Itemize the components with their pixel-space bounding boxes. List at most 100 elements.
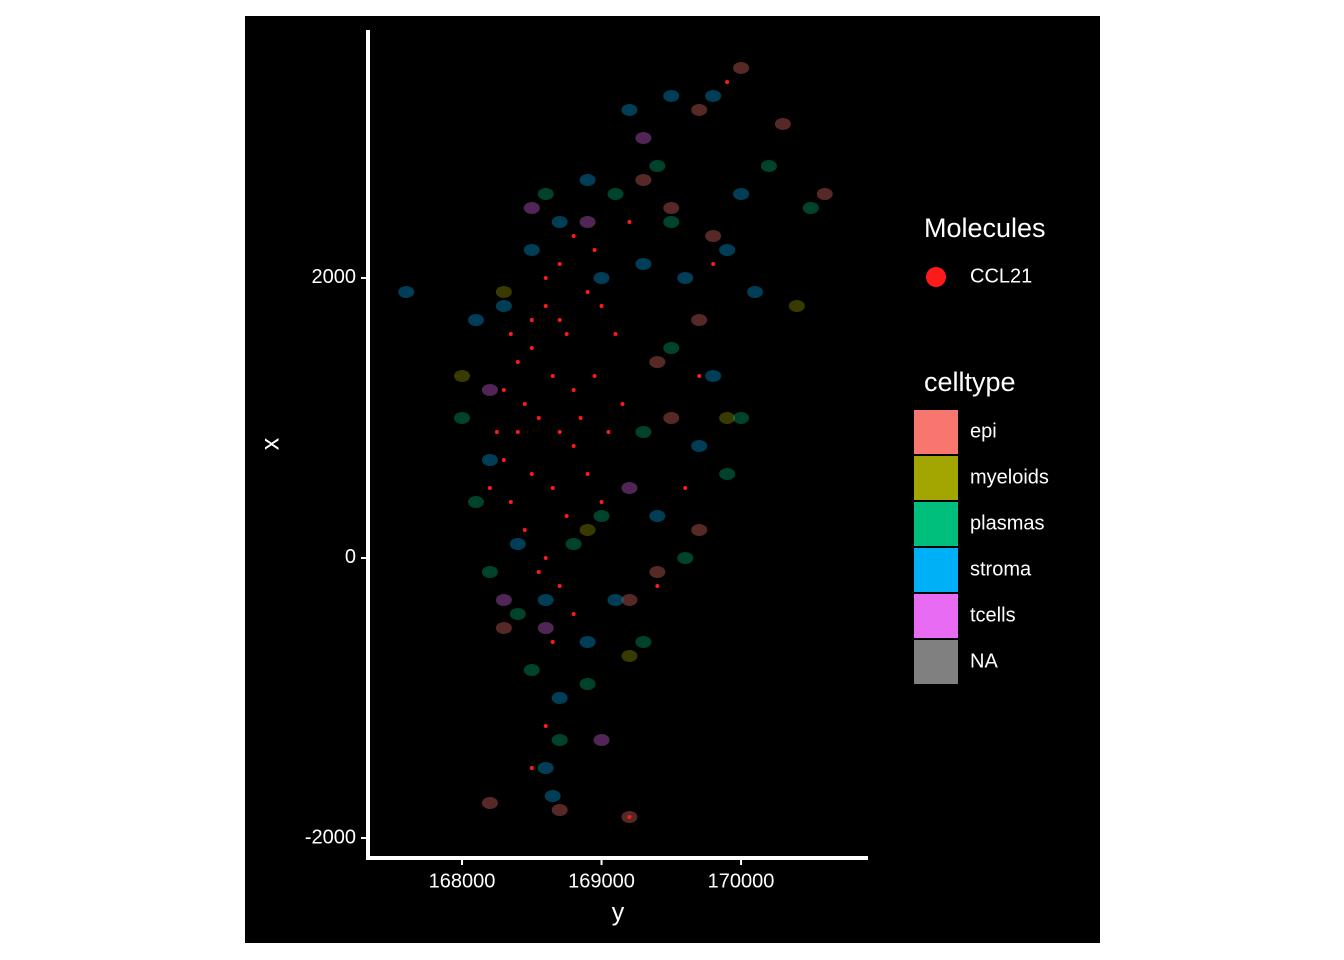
cell (481, 383, 498, 396)
cell (607, 593, 624, 606)
molecule (529, 345, 534, 350)
legend-label: plasmas (970, 512, 1044, 534)
molecule (571, 387, 576, 392)
molecule (627, 219, 632, 224)
molecule (613, 331, 618, 336)
cell (663, 215, 680, 228)
cell (537, 621, 554, 634)
cell (579, 677, 596, 690)
molecule (620, 401, 625, 406)
molecule (522, 401, 527, 406)
cell (544, 789, 561, 802)
cell (454, 411, 471, 424)
x-axis-title: y (612, 899, 625, 927)
legend-label: NA (970, 650, 998, 672)
legend-key (914, 410, 958, 454)
molecule (599, 303, 604, 308)
molecule (557, 261, 562, 266)
molecule (543, 275, 548, 280)
molecule (529, 317, 534, 322)
cell (523, 201, 540, 214)
cell (523, 663, 540, 676)
molecule (550, 639, 555, 644)
legend-title: Molecules (924, 213, 1046, 243)
cell (802, 201, 819, 214)
cell (621, 593, 638, 606)
molecule (564, 331, 569, 336)
legend-label: epi (970, 420, 997, 442)
molecule (501, 387, 506, 392)
cell (663, 411, 680, 424)
cell (663, 341, 680, 354)
cell (760, 159, 777, 172)
cell (733, 411, 750, 424)
cell (663, 201, 680, 214)
molecule (697, 373, 702, 378)
molecule (529, 471, 534, 476)
molecule (550, 485, 555, 490)
legend-label: stroma (970, 558, 1032, 580)
cell (551, 733, 568, 746)
cell (733, 187, 750, 200)
molecule (592, 373, 597, 378)
x-tick-label: 168000 (429, 870, 496, 892)
cell (537, 187, 554, 200)
cell (607, 187, 624, 200)
legend-key (926, 267, 946, 287)
molecule (599, 499, 604, 504)
cell (579, 523, 596, 536)
cell (593, 271, 610, 284)
cell (663, 89, 680, 102)
molecule (543, 555, 548, 560)
legend-label: tcells (970, 604, 1016, 626)
cell (467, 313, 484, 326)
cell (523, 243, 540, 256)
cell (551, 691, 568, 704)
molecule (571, 611, 576, 616)
molecule (655, 583, 660, 588)
molecule (557, 429, 562, 434)
x-tick-label: 170000 (708, 870, 775, 892)
cell (649, 355, 666, 368)
cell (677, 551, 694, 564)
molecule (557, 317, 562, 322)
cell (635, 257, 652, 270)
molecule (725, 79, 730, 84)
cell (635, 425, 652, 438)
molecule (683, 485, 688, 490)
cell (746, 285, 763, 298)
legend-label: CCL21 (970, 265, 1032, 287)
cell (398, 285, 415, 298)
molecule (536, 569, 541, 574)
molecule (508, 499, 513, 504)
cell (509, 607, 526, 620)
cell (635, 635, 652, 648)
molecule (522, 527, 527, 532)
legend-key (914, 640, 958, 684)
cell (635, 131, 652, 144)
molecule (550, 373, 555, 378)
molecule (557, 583, 562, 588)
legend-key (914, 502, 958, 546)
cell (719, 243, 736, 256)
cell (705, 229, 722, 242)
cell (537, 761, 554, 774)
molecule (606, 429, 611, 434)
cell (551, 803, 568, 816)
cell (621, 481, 638, 494)
molecule (711, 261, 716, 266)
cell (537, 593, 554, 606)
cell (621, 103, 638, 116)
molecule (529, 765, 534, 770)
cell (691, 523, 708, 536)
y-axis-title: x (257, 437, 285, 450)
cell (495, 299, 512, 312)
cell (495, 285, 512, 298)
legend-label: myeloids (970, 466, 1049, 488)
cell (719, 467, 736, 480)
cell (565, 537, 582, 550)
cell (719, 411, 736, 424)
molecule (571, 233, 576, 238)
cell (705, 369, 722, 382)
cell (691, 103, 708, 116)
